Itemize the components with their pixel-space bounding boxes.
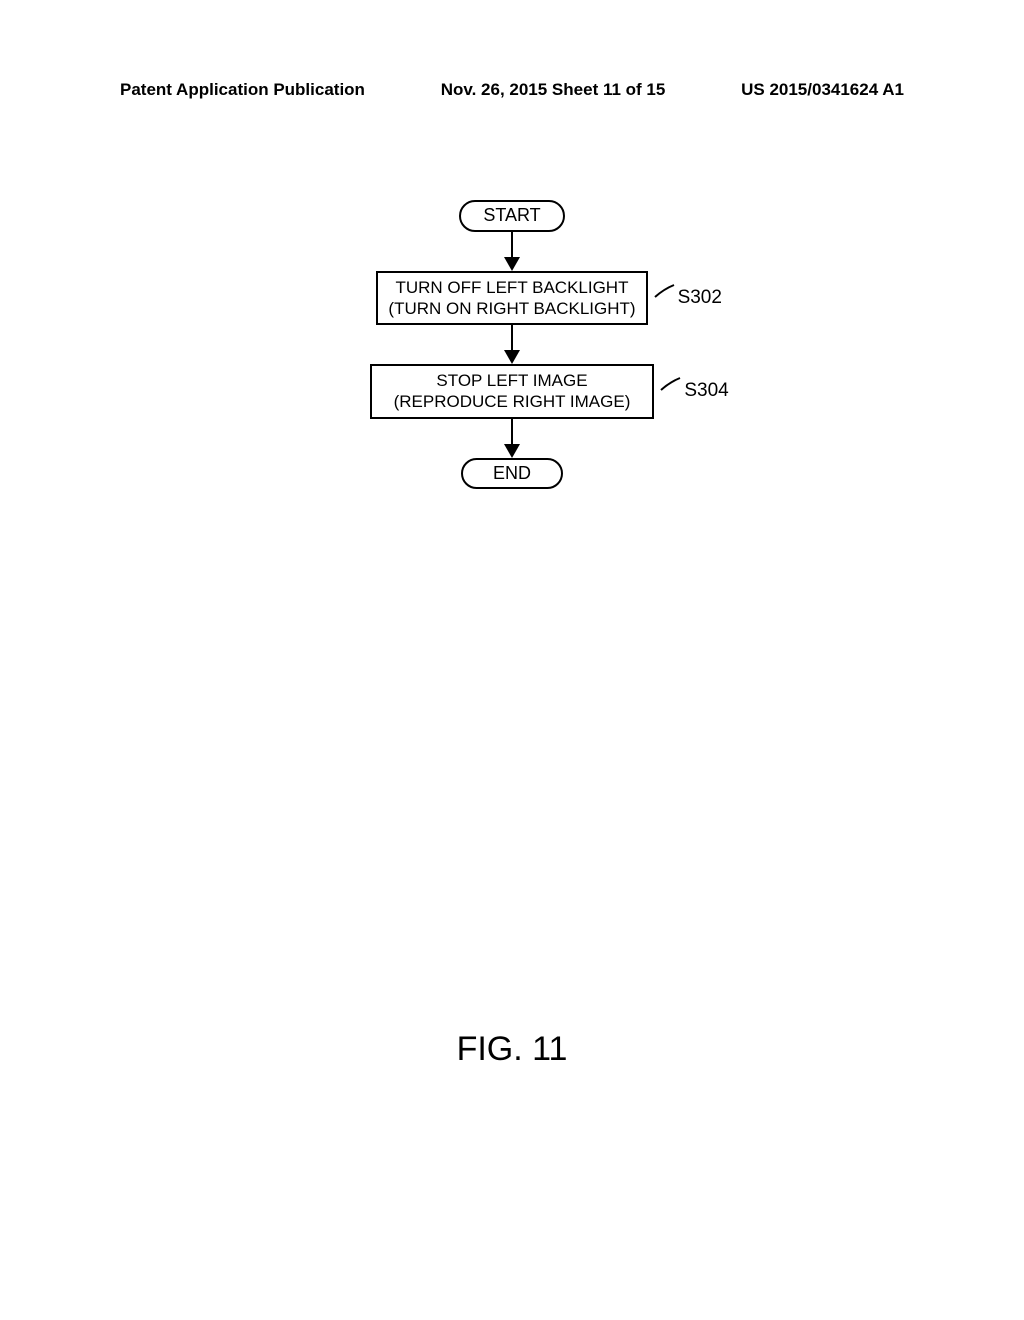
- process-line: (REPRODUCE RIGHT IMAGE): [394, 391, 631, 412]
- step-s302-row: TURN OFF LEFT BACKLIGHT (TURN ON RIGHT B…: [376, 271, 647, 326]
- step-label-text: S304: [684, 380, 728, 402]
- arrow-line: [511, 325, 514, 351]
- figure-caption: FIG. 11: [0, 1030, 1024, 1069]
- connector-icon: [660, 376, 682, 406]
- page-header: Patent Application Publication Nov. 26, …: [0, 80, 1024, 100]
- arrow: [504, 419, 520, 458]
- arrow-head-icon: [504, 350, 520, 364]
- arrow: [504, 325, 520, 364]
- arrow-head-icon: [504, 257, 520, 271]
- flowchart: START TURN OFF LEFT BACKLIGHT (TURN ON R…: [0, 200, 1024, 489]
- arrow-head-icon: [504, 444, 520, 458]
- process-line: (TURN ON RIGHT BACKLIGHT): [388, 298, 635, 319]
- process-line: STOP LEFT IMAGE: [394, 370, 631, 391]
- process-line: TURN OFF LEFT BACKLIGHT: [388, 277, 635, 298]
- header-right: US 2015/0341624 A1: [741, 80, 904, 100]
- step-label-s302: S302: [654, 283, 722, 313]
- arrow-line: [511, 232, 514, 258]
- arrow: [504, 232, 520, 271]
- step-s304-row: STOP LEFT IMAGE (REPRODUCE RIGHT IMAGE) …: [370, 364, 655, 419]
- header-left: Patent Application Publication: [120, 80, 365, 100]
- step-label-text: S302: [678, 287, 722, 309]
- arrow-line: [511, 419, 514, 445]
- process-s304: STOP LEFT IMAGE (REPRODUCE RIGHT IMAGE): [370, 364, 655, 419]
- process-s302: TURN OFF LEFT BACKLIGHT (TURN ON RIGHT B…: [376, 271, 647, 326]
- end-node: END: [461, 458, 563, 490]
- start-node: START: [459, 200, 564, 232]
- header-center: Nov. 26, 2015 Sheet 11 of 15: [441, 80, 666, 100]
- step-label-s304: S304: [660, 376, 728, 406]
- connector-icon: [654, 283, 676, 313]
